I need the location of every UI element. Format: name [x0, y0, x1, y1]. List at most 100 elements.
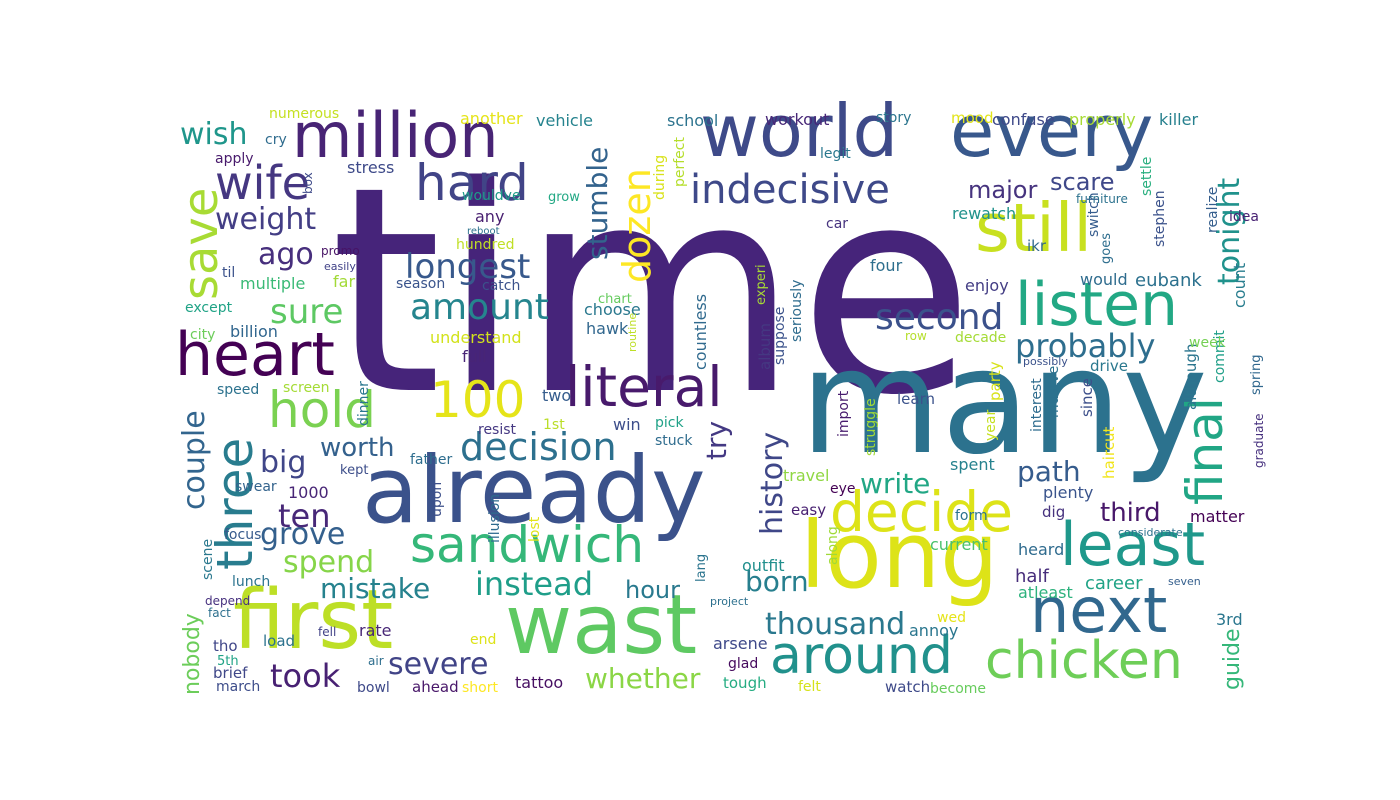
word-haircut: haircut	[1100, 426, 1118, 479]
word-promo: promo	[321, 244, 360, 258]
word-tough: tough	[723, 674, 767, 692]
word-perfect: perfect	[672, 137, 688, 187]
word-reboot: reboot	[467, 226, 500, 237]
word-long: long	[800, 502, 999, 609]
word-wed: wed	[937, 610, 966, 626]
word-ikr: ikr	[1027, 237, 1047, 255]
word-fell: fell	[318, 625, 337, 639]
word-row: row	[905, 329, 927, 343]
word-would: would	[1080, 270, 1128, 289]
word-dinner: dinner	[356, 381, 372, 426]
word-eye: eye	[830, 481, 856, 497]
word-furniture: furniture	[1076, 192, 1128, 206]
word-big: big	[260, 445, 307, 480]
word-settle: settle	[1139, 156, 1155, 196]
word-listen: listen	[1015, 270, 1179, 340]
word-form: form	[955, 508, 988, 524]
word-learn: learn	[897, 390, 935, 408]
word-three: three	[206, 437, 264, 570]
word-glad: glad	[728, 656, 759, 672]
word-stephen: stephen	[1152, 190, 1168, 247]
word-every: every	[950, 89, 1154, 173]
word-legit: legit	[820, 146, 851, 162]
word-spend: spend	[283, 545, 375, 580]
word-although: although	[1182, 343, 1200, 410]
word-1000: 1000	[288, 483, 329, 502]
word-hour: hour	[625, 576, 680, 604]
word-whether: whether	[585, 662, 701, 695]
word-decide: decide	[830, 480, 1014, 544]
word-album: album	[756, 323, 774, 370]
word-bowl: bowl	[357, 680, 390, 696]
word-cry: cry	[265, 132, 287, 148]
word-since: since	[1078, 378, 1096, 417]
word-final: final	[1176, 397, 1234, 505]
word-second: second	[875, 297, 1004, 338]
word-chicken: chicken	[985, 631, 1183, 691]
word-half: half	[1015, 566, 1049, 587]
word-nobody: nobody	[180, 613, 205, 695]
word-lang: lang	[694, 553, 709, 582]
word-far: far	[333, 272, 356, 291]
word-already: already	[362, 437, 706, 544]
word-realize: realize	[1205, 186, 1221, 233]
word-numerous: numerous	[269, 106, 340, 122]
word-confuse: confuse	[992, 110, 1055, 129]
word-easy: easy	[791, 501, 827, 519]
word-plenty: plenty	[1043, 483, 1094, 502]
word-eubank: eubank	[1135, 270, 1202, 291]
word-around: around	[770, 626, 953, 686]
word-count: count	[1230, 262, 1249, 308]
word-wast: wast	[505, 578, 698, 673]
word-chart: chart	[598, 292, 632, 307]
word-properly: properly	[1069, 110, 1136, 129]
word-rewatch: rewatch	[952, 204, 1017, 223]
word-pick: pick	[655, 415, 684, 431]
word-arsene: arsene	[713, 634, 768, 653]
word-catch: catch	[482, 278, 521, 294]
word-3rd: 3rd	[1216, 610, 1243, 629]
word-screen: screen	[283, 380, 330, 396]
word-swear: swear	[235, 479, 277, 495]
word-hawk: hawk	[586, 319, 629, 338]
word-least: least	[1060, 510, 1206, 580]
word-mistake: mistake	[320, 572, 431, 605]
word-try: try	[700, 420, 733, 460]
word-graduate: graduate	[1252, 413, 1266, 468]
word-easily: easily	[324, 260, 356, 273]
word-path: path	[1017, 455, 1081, 488]
word-hard: hard	[415, 154, 529, 212]
word-watch: watch	[885, 678, 931, 696]
word-longest: longest	[405, 247, 531, 287]
word-worth: worth	[320, 433, 395, 463]
word-still: still	[975, 189, 1093, 267]
word-hold: hold	[268, 381, 376, 439]
word-multiple: multiple	[240, 274, 306, 293]
word-grow: grow	[548, 190, 580, 205]
word-felt: felt	[798, 679, 821, 695]
word-air: air	[368, 654, 384, 668]
word-mood: mood	[951, 109, 994, 127]
word-year: year	[983, 409, 999, 441]
word-routine: routine	[626, 312, 639, 352]
word-become: become	[930, 681, 987, 697]
word-stuck: stuck	[655, 433, 693, 449]
word-killer: killer	[1159, 110, 1199, 129]
word-rate: rate	[359, 621, 392, 640]
word-depend: depend	[205, 594, 251, 608]
word-many: many	[800, 318, 1208, 487]
word-short: short	[462, 680, 498, 696]
word-hundred: hundred	[456, 237, 515, 253]
word-except: except	[185, 300, 233, 316]
word-illusion: illusion	[487, 493, 503, 543]
word-instead: instead	[475, 565, 593, 603]
word-countless: countless	[691, 293, 710, 370]
word-heard: heard	[1018, 540, 1065, 559]
word-enjoy: enjoy	[965, 276, 1009, 295]
word-full: full	[462, 347, 487, 366]
word-car: car	[826, 216, 849, 232]
word-workout: workout	[765, 110, 830, 129]
word-heart: heart	[175, 320, 335, 390]
word-5th: 5th	[217, 654, 239, 669]
word-suppose: suppose	[772, 306, 788, 365]
